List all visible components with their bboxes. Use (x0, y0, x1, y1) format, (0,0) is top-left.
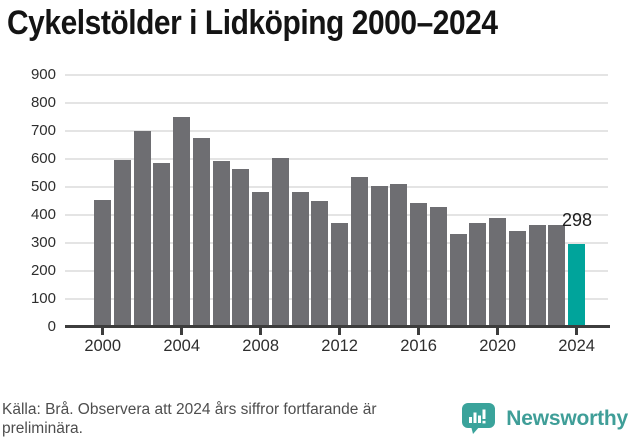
x-tick-label-2016: 2016 (400, 337, 437, 355)
gridline-600 (65, 158, 608, 160)
x-tick-2020 (496, 328, 500, 335)
plot-area (65, 74, 608, 327)
bar-2007 (232, 168, 250, 327)
newsworthy-logo: Newsworthy (461, 402, 628, 435)
x-tick-2016 (417, 328, 421, 335)
bar-2004 (173, 116, 191, 327)
y-tick-label-700: 700 (30, 122, 56, 139)
bar-2006 (212, 161, 230, 327)
x-tick-2008 (259, 328, 263, 335)
y-tick-label-300: 300 (30, 234, 56, 251)
bar-2023 (548, 225, 566, 327)
bar-2005 (192, 137, 210, 327)
source-note: Källa: Brå. Observera att 2024 års siffr… (2, 400, 472, 438)
newsworthy-wordmark: Newsworthy (506, 406, 628, 430)
gridline-700 (65, 130, 608, 132)
highlight-value-label: 298 (561, 210, 593, 230)
bar-2010 (291, 191, 309, 327)
bar-2018 (449, 234, 467, 327)
source-note-line2: preliminära. (2, 420, 83, 437)
y-tick-label-200: 200 (30, 262, 56, 279)
y-tick-label-600: 600 (30, 150, 56, 167)
bar-2001 (113, 159, 131, 327)
x-tick-2012 (338, 328, 342, 335)
bar-2002 (133, 131, 151, 327)
bar-2016 (410, 202, 428, 327)
x-tick-label-2024: 2024 (558, 337, 595, 355)
x-tick-label-2012: 2012 (321, 337, 358, 355)
bar-2003 (153, 163, 171, 327)
bar-2020 (489, 218, 507, 327)
bar-2000 (94, 200, 112, 327)
bar-2013 (350, 176, 368, 327)
x-tick-label-2020: 2020 (479, 337, 516, 355)
bar-2012 (331, 223, 349, 327)
y-tick-label-100: 100 (30, 290, 56, 307)
bar-2008 (252, 191, 270, 327)
bar-2024 (568, 243, 586, 327)
bar-2014 (370, 185, 388, 327)
gridline-900 (65, 74, 608, 76)
y-tick-label-900: 900 (30, 66, 56, 83)
chart-title: Cykelstölder i Lidköping 2000–2024 (7, 4, 498, 42)
gridline-500 (65, 186, 608, 188)
gridline-800 (65, 102, 608, 104)
y-tick-label-400: 400 (30, 206, 56, 223)
bar-2015 (390, 183, 408, 327)
y-tick-label-500: 500 (30, 178, 56, 195)
bar-2021 (508, 231, 526, 327)
source-note-line1: Källa: Brå. Observera att 2024 års siffr… (2, 401, 377, 418)
y-tick-label-800: 800 (30, 94, 56, 111)
bar-2009 (271, 157, 289, 327)
x-tick-label-2004: 2004 (163, 337, 201, 355)
x-tick-2000 (101, 328, 105, 335)
x-tick-label-2008: 2008 (242, 337, 280, 355)
gridline-400 (65, 214, 608, 216)
newsworthy-chart-bubble-icon (461, 402, 497, 435)
x-tick-label-2000: 2000 (84, 337, 122, 355)
x-axis-line (65, 325, 610, 328)
bar-2011 (311, 200, 329, 327)
y-tick-label-0: 0 (47, 318, 56, 335)
bar-2022 (528, 224, 546, 327)
x-tick-2024 (575, 328, 579, 335)
bar-2017 (429, 206, 447, 327)
x-tick-2004 (180, 328, 184, 335)
bar-2019 (469, 222, 487, 327)
